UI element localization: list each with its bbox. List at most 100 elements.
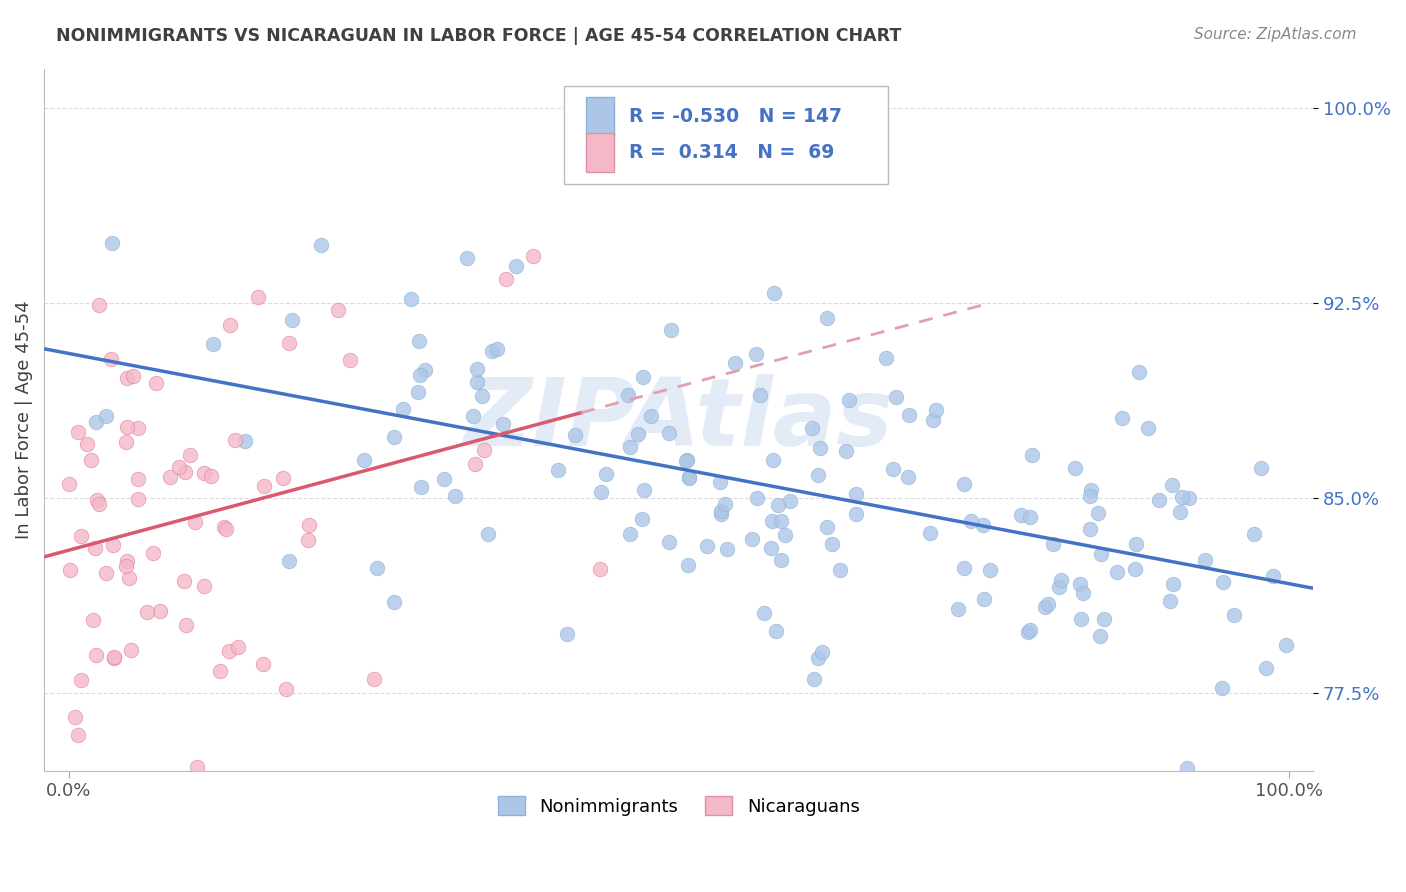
Point bbox=[82, 613, 104, 627]
Point bbox=[979, 563, 1001, 577]
Point bbox=[472, 442, 495, 457]
Point bbox=[464, 457, 486, 471]
Point bbox=[1212, 574, 1234, 589]
Text: ZIPAtlas: ZIPAtlas bbox=[464, 374, 894, 466]
Point bbox=[495, 272, 517, 286]
Point bbox=[1078, 489, 1101, 503]
Point bbox=[946, 602, 969, 616]
Point bbox=[835, 444, 858, 458]
Point bbox=[84, 415, 107, 429]
Point bbox=[70, 673, 93, 687]
Point bbox=[770, 515, 793, 529]
Point bbox=[1021, 448, 1043, 462]
Point bbox=[1161, 478, 1184, 492]
Point bbox=[676, 452, 699, 467]
Point bbox=[149, 604, 172, 618]
Point bbox=[810, 645, 832, 659]
Point bbox=[973, 591, 995, 606]
Point bbox=[1070, 612, 1092, 626]
Point bbox=[589, 562, 612, 576]
Point bbox=[465, 375, 488, 389]
Point bbox=[94, 566, 117, 581]
Point bbox=[710, 504, 733, 518]
Point bbox=[115, 554, 138, 568]
Point bbox=[366, 561, 388, 575]
Point bbox=[619, 526, 641, 541]
Point bbox=[897, 470, 920, 484]
Point bbox=[678, 469, 700, 483]
Point bbox=[1064, 460, 1087, 475]
Point bbox=[953, 560, 976, 574]
Point bbox=[247, 290, 270, 304]
Point bbox=[115, 559, 138, 574]
Point bbox=[58, 477, 80, 491]
Point bbox=[1088, 629, 1111, 643]
Text: NONIMMIGRANTS VS NICARAGUAN IN LABOR FORCE | AGE 45-54 CORRELATION CHART: NONIMMIGRANTS VS NICARAGUAN IN LABOR FOR… bbox=[56, 27, 901, 45]
Point bbox=[714, 497, 737, 511]
Point bbox=[278, 554, 301, 568]
Point bbox=[59, 563, 82, 577]
Point bbox=[747, 491, 769, 506]
Point bbox=[339, 352, 361, 367]
Point bbox=[1254, 661, 1277, 675]
Point bbox=[748, 388, 770, 402]
Point bbox=[179, 448, 201, 462]
Point bbox=[127, 472, 149, 486]
Point bbox=[1010, 508, 1032, 523]
Point bbox=[1107, 565, 1129, 579]
Point bbox=[1161, 577, 1184, 591]
Point bbox=[1178, 491, 1201, 505]
Point bbox=[491, 417, 513, 431]
Point bbox=[89, 298, 111, 312]
Point bbox=[84, 648, 107, 663]
Point bbox=[659, 323, 682, 337]
Point bbox=[1111, 411, 1133, 425]
Point bbox=[678, 558, 700, 572]
Point bbox=[810, 441, 832, 455]
Point bbox=[328, 303, 350, 318]
Point bbox=[762, 453, 785, 467]
Point bbox=[1159, 594, 1181, 608]
Point bbox=[100, 236, 122, 251]
Point bbox=[76, 436, 98, 450]
Point bbox=[94, 409, 117, 423]
Point bbox=[115, 371, 138, 385]
Point bbox=[1123, 562, 1146, 576]
Point bbox=[630, 512, 652, 526]
Point bbox=[765, 624, 787, 639]
Point bbox=[87, 497, 110, 511]
Point bbox=[184, 515, 207, 529]
Point bbox=[127, 421, 149, 435]
Point bbox=[477, 527, 499, 541]
Point bbox=[408, 384, 430, 399]
Point bbox=[103, 538, 125, 552]
Point bbox=[1078, 522, 1101, 536]
Point bbox=[1019, 624, 1042, 638]
Point bbox=[830, 562, 852, 576]
Point bbox=[193, 579, 215, 593]
Point bbox=[309, 237, 332, 252]
Point bbox=[481, 344, 503, 359]
Point bbox=[1274, 638, 1296, 652]
Point bbox=[218, 644, 240, 658]
Point bbox=[547, 463, 569, 477]
Point bbox=[675, 454, 697, 468]
Point bbox=[773, 528, 796, 542]
Text: Source: ZipAtlas.com: Source: ZipAtlas.com bbox=[1194, 27, 1357, 42]
Point bbox=[84, 541, 107, 556]
Point bbox=[658, 535, 681, 549]
Point bbox=[174, 466, 197, 480]
Point bbox=[564, 427, 586, 442]
Point bbox=[224, 433, 246, 447]
Point bbox=[127, 491, 149, 506]
Point bbox=[631, 369, 654, 384]
Point bbox=[960, 515, 983, 529]
Point bbox=[678, 471, 700, 485]
Point bbox=[821, 537, 844, 551]
Point bbox=[845, 507, 868, 521]
Point bbox=[884, 390, 907, 404]
Point bbox=[173, 574, 195, 588]
Legend: Nonimmigrants, Nicaraguans: Nonimmigrants, Nicaraguans bbox=[489, 788, 869, 825]
Point bbox=[465, 362, 488, 376]
Point bbox=[761, 514, 783, 528]
